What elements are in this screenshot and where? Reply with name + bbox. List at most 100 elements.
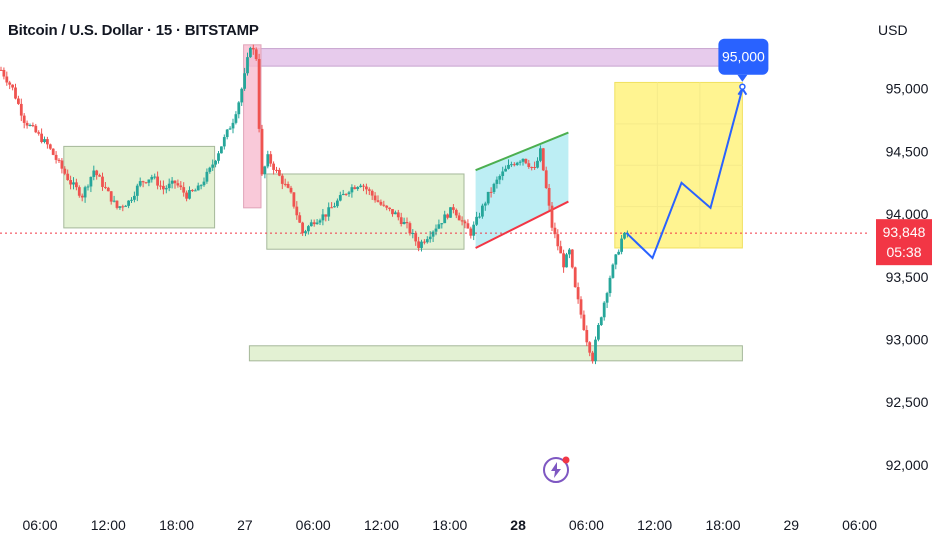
- time-axis-label: 06:00: [842, 517, 877, 533]
- candle-body: [8, 82, 12, 85]
- candle-body: [22, 115, 26, 123]
- candle-body: [185, 192, 188, 199]
- spike-zone[interactable]: [243, 44, 262, 209]
- candle-body: [48, 144, 52, 149]
- lightning-icon[interactable]: [543, 457, 569, 483]
- candle-body: [454, 209, 458, 216]
- price-axis-label: 94,000: [886, 206, 929, 222]
- candle-body: [144, 182, 148, 184]
- candle-body: [559, 246, 563, 254]
- candle-body: [399, 217, 403, 225]
- candle-body: [353, 187, 357, 189]
- current-price-tag[interactable]: [876, 219, 932, 266]
- candle-body: [367, 189, 371, 191]
- price-axis-label: 95,000: [886, 81, 929, 97]
- candle-body: [196, 185, 200, 191]
- candle-body: [341, 193, 345, 196]
- candle-body: [475, 216, 478, 225]
- candle-body: [547, 187, 551, 206]
- candle-body: [98, 175, 101, 177]
- time-axis-label: 06:00: [296, 517, 331, 533]
- candle-body: [278, 169, 281, 176]
- candle-body: [275, 169, 278, 171]
- candle-body: [147, 179, 151, 183]
- candle-body: [521, 158, 525, 162]
- candle-body: [162, 185, 165, 190]
- candle-body: [304, 231, 307, 234]
- candle-body: [446, 214, 449, 218]
- candle-body: [573, 267, 577, 288]
- candle-body: [515, 162, 519, 166]
- candle-body: [170, 180, 174, 184]
- candle-body: [37, 132, 41, 134]
- candle-body: [501, 171, 505, 177]
- projection-anchor-point[interactable]: [739, 83, 746, 90]
- candle-body: [225, 129, 229, 138]
- candle-body: [599, 317, 603, 325]
- candle-body: [315, 222, 319, 225]
- candle-body: [141, 181, 145, 183]
- candle-body: [492, 183, 496, 192]
- candle-body: [402, 222, 406, 225]
- target-badge-pointer: [737, 74, 748, 82]
- candle-body: [25, 122, 29, 126]
- candle-body: [66, 173, 70, 181]
- candle-body: [104, 186, 107, 188]
- candle-body: [440, 223, 444, 225]
- candle-body: [222, 137, 226, 147]
- candle-body: [336, 200, 339, 207]
- candle-body: [17, 98, 20, 104]
- candle-body: [382, 204, 386, 206]
- currency-label[interactable]: USD: [878, 22, 908, 38]
- candle-body: [217, 153, 220, 161]
- candle-body: [417, 241, 420, 248]
- candle-body: [385, 205, 389, 208]
- candle-body: [301, 222, 304, 234]
- price-axis-label: 93,000: [886, 332, 929, 348]
- range-zone-1[interactable]: [63, 145, 216, 229]
- candle-body: [2, 69, 6, 77]
- symbol-title[interactable]: Bitcoin / U.S. Dollar · 15 · BITSTAMP: [8, 22, 259, 39]
- candle-body: [60, 160, 64, 169]
- candle-body: [550, 205, 554, 228]
- candle-body: [0, 69, 3, 71]
- candle-body: [72, 182, 75, 185]
- candle-body: [83, 187, 87, 198]
- candle-body: [472, 224, 476, 236]
- time-axis-label: 28: [510, 517, 526, 533]
- candle-body: [428, 236, 432, 240]
- candle-body: [260, 128, 264, 175]
- candle-body: [173, 180, 177, 184]
- candle-body: [524, 158, 528, 164]
- candle-body: [530, 166, 534, 168]
- candle-body: [396, 212, 400, 218]
- candle-body: [286, 183, 290, 188]
- candle-body: [95, 170, 99, 176]
- time-axis-label: 18:00: [705, 517, 740, 533]
- candle-body: [263, 166, 267, 175]
- candle-body: [295, 206, 299, 216]
- candle-body: [112, 200, 116, 202]
- candle-body: [338, 195, 342, 201]
- candle-body: [205, 171, 209, 182]
- candle-body: [43, 139, 46, 143]
- candle-body: [57, 159, 61, 161]
- candle-body: [481, 205, 484, 217]
- candle-body: [11, 84, 14, 88]
- candle-body: [220, 146, 223, 154]
- candle-body: [486, 191, 490, 204]
- projection-path[interactable]: [625, 88, 744, 260]
- wedge-upper-trendline[interactable]: [475, 131, 569, 172]
- candle-body: [602, 302, 606, 318]
- time-axis-label: 12:00: [91, 517, 126, 533]
- support-zone[interactable]: [248, 345, 743, 362]
- candle-body: [576, 287, 580, 300]
- candle-body: [466, 223, 470, 229]
- candle-body: [298, 215, 302, 223]
- notification-dot-icon: [562, 456, 570, 464]
- target-price-badge[interactable]: [718, 38, 769, 75]
- candle-body: [199, 185, 203, 187]
- resistance-zone[interactable]: [248, 48, 743, 67]
- candle-body: [373, 195, 377, 201]
